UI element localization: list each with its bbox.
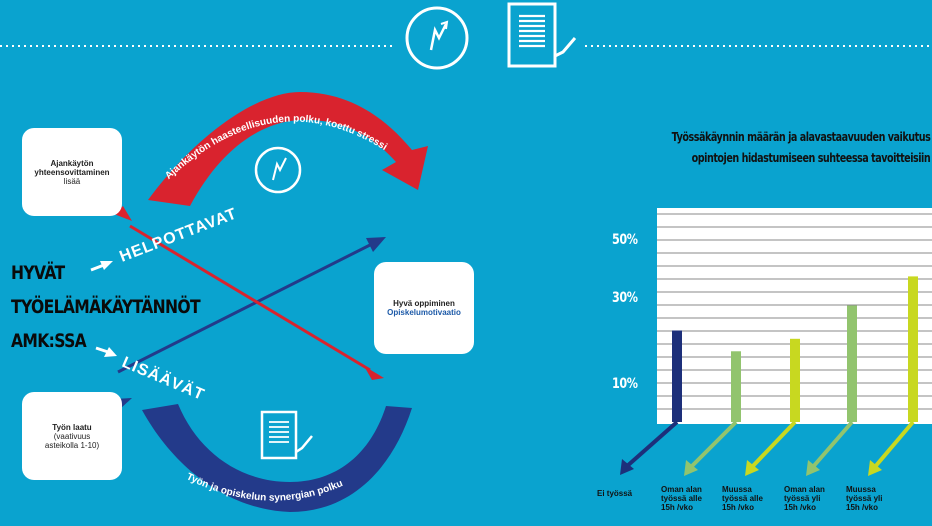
bar <box>731 351 741 422</box>
top-arc-band <box>148 92 428 206</box>
bar <box>908 276 918 422</box>
document-check-icon <box>507 2 577 68</box>
chart-title-line-2: opintojen hidastumiseen suhteessa tavoit… <box>691 151 930 165</box>
learning-title: Hyvä oppiminen <box>393 299 455 308</box>
category-label-line: Oman alan <box>784 485 825 494</box>
category-label-line: työssä alle <box>722 494 763 503</box>
category-label: Oman alan työssä alle 15h /vko <box>661 485 702 512</box>
category-label-line: työssä alle <box>661 494 702 503</box>
y-tick-label: 10% <box>612 376 638 392</box>
category-label: Muussa työssä alle 15h /vko <box>722 485 763 512</box>
time-management-box: Ajankäytön yhteensovittaminen lisää <box>22 128 122 216</box>
bar-pointer-arrowhead <box>868 460 882 476</box>
category-label: Ei työssä <box>597 489 632 498</box>
chart-title-line-1: Työssäkäynnin määrän ja alavastaavuuden … <box>671 130 930 144</box>
work-quality-box: Työn laatu (vaativuus asteikolla 1-10) <box>22 392 122 480</box>
bar <box>790 338 800 422</box>
time-management-sub: lisää <box>63 176 81 186</box>
bar-pointer-arrow <box>872 420 915 470</box>
work-quality-sub2: asteikolla 1-10) <box>44 440 100 450</box>
category-label: Oman alan työssä yli 15h /vko <box>784 485 825 512</box>
bar-pointer-arrow <box>688 420 738 470</box>
category-label-line: Oman alan <box>661 485 702 494</box>
category-label-line: Muussa <box>722 485 752 494</box>
category-label-line: Muussa <box>846 485 876 494</box>
white-arrow-upper <box>90 263 105 272</box>
bar-pointer-arrowhead <box>684 460 698 476</box>
heading-line-3: AMK:SSA <box>11 330 87 352</box>
bar-pointer-arrow <box>624 420 679 469</box>
white-arrow-lower <box>95 346 109 354</box>
heading-line-2: TYÖELÄMÄKÄYTÄNNÖT <box>11 296 201 318</box>
red-cross-arrowhead <box>364 366 384 380</box>
category-label-line: 15h /vko <box>722 503 755 512</box>
work-quality-title: Työn laatu <box>52 422 92 432</box>
time-management-title: Ajankäytön yhteensovittaminen <box>34 158 110 177</box>
bar <box>847 305 857 422</box>
y-tick-label: 50% <box>612 232 638 248</box>
category-label: Muussa työssä yli 15h /vko <box>846 485 882 512</box>
learning-box: Hyvä oppiminen Opiskelumotivaatio <box>374 262 474 354</box>
learning-sub: Opiskelumotivaatio <box>387 308 461 317</box>
heading-line-1: HYVÄT <box>11 262 65 284</box>
navy-cross-arrow <box>117 242 373 374</box>
bar-chart <box>620 208 932 476</box>
bar <box>672 330 682 422</box>
small-document-icon <box>260 410 313 460</box>
bar-pointer-arrow <box>810 420 854 470</box>
y-tick-label: 30% <box>612 290 638 306</box>
bar-pointer-arrowhead <box>806 460 820 476</box>
bar-pointer-arrowhead <box>745 460 759 476</box>
small-clock-icon <box>254 146 302 194</box>
category-label-line: työssä yli <box>846 494 883 503</box>
category-label-line: 15h /vko <box>784 503 817 512</box>
category-label-line: Ei työssä <box>597 489 633 498</box>
work-quality-sub1: (vaativuus <box>53 431 91 441</box>
category-label-line: 15h /vko <box>661 503 694 512</box>
red-cross-arrow <box>129 224 371 372</box>
category-label-line: työssä yli <box>784 494 821 503</box>
navy-cross-arrowhead <box>366 237 386 252</box>
category-label-line: 15h /vko <box>846 503 879 512</box>
bar-pointer-arrow <box>749 420 797 470</box>
lisaavat-label: LISÄÄVÄT <box>119 353 207 404</box>
clock-icon <box>405 6 469 70</box>
bar-pointer-arrowhead <box>620 459 634 475</box>
bottom-arc-band <box>142 404 412 512</box>
